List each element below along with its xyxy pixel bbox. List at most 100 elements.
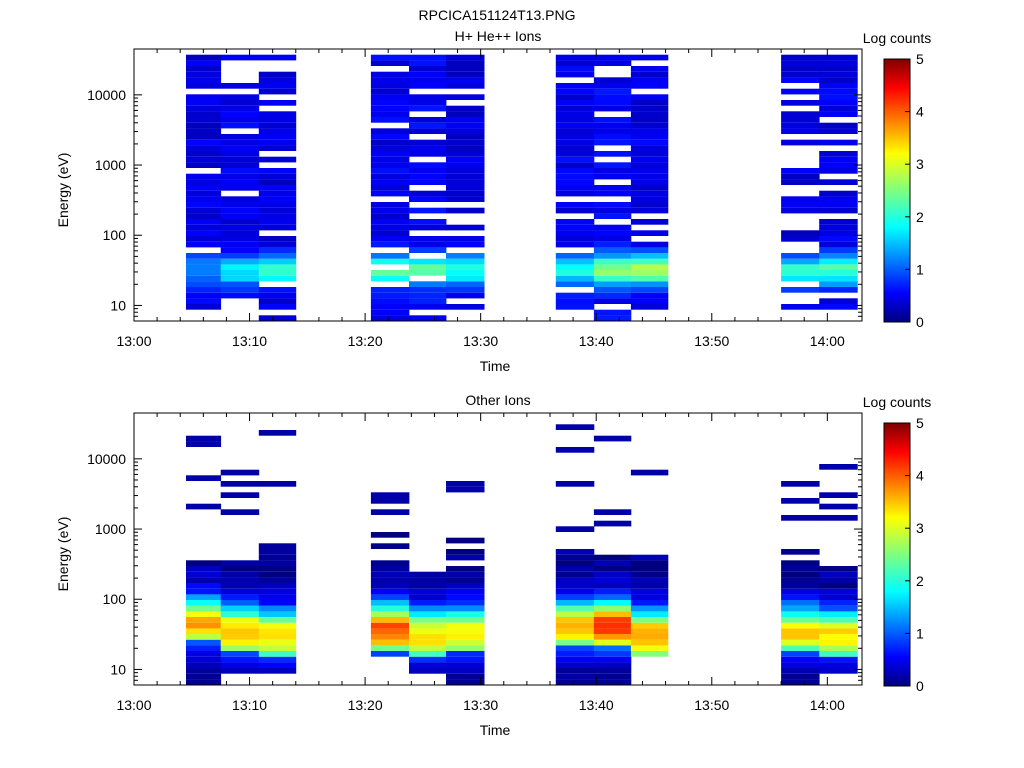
spectrogram-cell bbox=[630, 634, 669, 640]
spectrogram-cell bbox=[630, 128, 669, 134]
spectrogram-cell bbox=[630, 83, 669, 89]
spectrogram-cell bbox=[593, 117, 632, 123]
spectrogram-cell bbox=[630, 230, 669, 236]
spectrogram-cell bbox=[630, 100, 669, 106]
spectrogram-cell bbox=[258, 651, 297, 657]
spectrogram-cell bbox=[258, 639, 297, 646]
spectrogram-cell bbox=[258, 100, 297, 106]
spectrogram-cell bbox=[186, 190, 222, 197]
spectrogram-cell bbox=[781, 304, 820, 310]
spectrogram-cell bbox=[446, 117, 485, 123]
spectrogram-cell bbox=[220, 253, 260, 259]
spectrogram-cell bbox=[819, 571, 858, 578]
spectrogram-cell bbox=[258, 566, 297, 572]
spectrogram-cell bbox=[781, 77, 820, 83]
spectrogram-cell bbox=[446, 566, 485, 572]
spectrogram-cell bbox=[409, 600, 447, 606]
spectrogram-cell bbox=[819, 230, 858, 236]
spectrogram-cell bbox=[258, 617, 297, 623]
spectrogram-cell bbox=[555, 679, 595, 685]
spectrogram-cell bbox=[819, 662, 858, 668]
spectrogram-cell bbox=[781, 179, 820, 185]
spectrogram-cell bbox=[220, 185, 260, 191]
spectrogram-cell bbox=[593, 253, 632, 259]
spectrogram-cell bbox=[630, 253, 669, 259]
spectrogram-cell bbox=[186, 162, 222, 168]
spectrogram-cell bbox=[370, 560, 410, 566]
spectrogram-cell bbox=[370, 54, 410, 61]
spectrogram-cell bbox=[220, 622, 260, 629]
spectrogram-cell bbox=[220, 634, 260, 640]
spectrogram-cell bbox=[630, 304, 669, 310]
spectrogram-cell bbox=[593, 622, 632, 629]
spectrogram-cell bbox=[220, 481, 260, 487]
spectrogram-cell bbox=[258, 554, 297, 561]
spectrogram-cell bbox=[555, 236, 595, 242]
spectrogram-cell bbox=[370, 156, 410, 163]
spectrogram-cell bbox=[593, 560, 632, 566]
spectrogram-cell bbox=[630, 162, 669, 168]
x-tick-label: 13:30 bbox=[463, 697, 498, 713]
spectrogram-cell bbox=[446, 668, 485, 674]
spectrogram-cell bbox=[446, 139, 485, 146]
spectrogram-cell bbox=[409, 83, 447, 89]
spectrogram-cell bbox=[370, 634, 410, 640]
spectrogram-cell bbox=[446, 611, 485, 617]
spectrogram-cell bbox=[409, 577, 447, 583]
x-tick-label: 13:10 bbox=[232, 697, 267, 713]
spectrogram-cell bbox=[220, 645, 260, 651]
spectrogram-cell bbox=[258, 605, 297, 612]
time-bin-column bbox=[630, 469, 669, 657]
colorbar-tick-label: 1 bbox=[916, 261, 924, 277]
spectrogram-cell bbox=[819, 464, 858, 470]
spectrogram-cell bbox=[446, 486, 485, 493]
spectrogram-cell bbox=[630, 287, 669, 293]
x-tick-label: 14:00 bbox=[810, 333, 845, 349]
spectrogram-cell bbox=[819, 622, 858, 629]
spectrogram-cell bbox=[630, 168, 669, 174]
spectrogram-cell bbox=[555, 83, 595, 89]
spectrogram-cell bbox=[186, 202, 222, 208]
spectrogram-cell bbox=[409, 287, 447, 293]
spectrogram-cell bbox=[593, 588, 632, 595]
spectrogram-cell bbox=[258, 253, 297, 259]
spectrogram-cell bbox=[220, 509, 260, 515]
spectrogram-cell bbox=[781, 54, 820, 61]
spectrogram-cell bbox=[593, 77, 632, 83]
spectrogram-cell bbox=[446, 134, 485, 140]
spectrogram-cell bbox=[409, 66, 447, 72]
spectrogram-cell bbox=[819, 179, 858, 185]
spectrogram-cell bbox=[593, 583, 632, 589]
spectrogram-cell bbox=[186, 656, 222, 663]
spectrogram-cell bbox=[819, 617, 858, 623]
spectrogram-cell bbox=[220, 492, 260, 498]
spectrogram-cell bbox=[409, 639, 447, 646]
spectrogram-cell bbox=[593, 100, 632, 106]
spectrogram-cell bbox=[819, 77, 858, 83]
spectrogram-cell bbox=[258, 634, 297, 640]
spectrogram-cell bbox=[220, 54, 260, 61]
spectrogram-cells bbox=[186, 54, 858, 321]
spectrogram-cell bbox=[220, 605, 260, 612]
spectrogram-cell bbox=[220, 275, 260, 282]
y-tick-label: 10000 bbox=[87, 87, 126, 103]
spectrogram-cell bbox=[555, 304, 595, 310]
spectrogram-cell bbox=[186, 213, 222, 219]
panel-title: H+ He++ Ions bbox=[455, 28, 542, 44]
spectrogram-cell bbox=[409, 168, 447, 174]
spectrogram-cell bbox=[555, 424, 595, 430]
spectrogram-cell bbox=[555, 54, 595, 61]
spectrogram-cell bbox=[781, 270, 820, 276]
spectrogram-cell bbox=[186, 145, 222, 151]
spectrogram-cell bbox=[258, 430, 297, 436]
spectrogram-cell bbox=[370, 219, 410, 225]
spectrogram-cell bbox=[630, 622, 669, 629]
spectrogram-cell bbox=[258, 668, 297, 674]
spectrogram-cell bbox=[593, 128, 632, 134]
spectrogram-cell bbox=[781, 583, 820, 589]
spectrogram-cell bbox=[186, 253, 222, 259]
spectrogram-cell bbox=[186, 139, 222, 146]
spectrogram-cell bbox=[593, 224, 632, 231]
spectrogram-cell bbox=[819, 270, 858, 276]
spectrogram-cell bbox=[555, 651, 595, 657]
